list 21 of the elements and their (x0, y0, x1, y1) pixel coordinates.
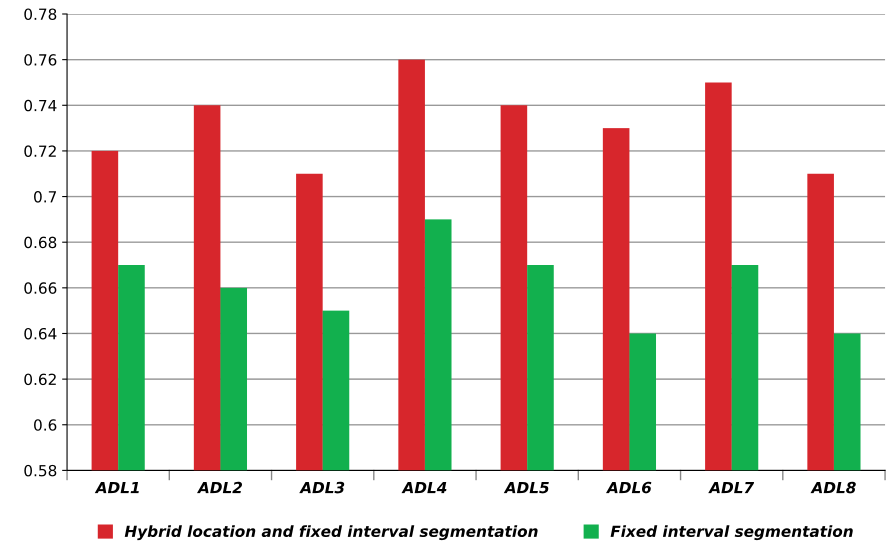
x-tick-label: ADL5 (504, 482, 549, 494)
y-tick-label: 0.78 (24, 8, 56, 20)
x-tick-label: ADL3 (299, 482, 344, 494)
x-tick-label: ADL8 (810, 482, 856, 494)
x-tick-label: ADL4 (402, 482, 446, 494)
y-tick-label: 0.74 (24, 100, 56, 112)
y-tick-label: 0.72 (24, 145, 56, 157)
x-tick-label: ADL1 (94, 482, 139, 494)
y-tick-label: 0.58 (24, 464, 56, 476)
x-tick-label: ADL6 (606, 482, 652, 494)
legend-label: Hybrid location and fixed interval segmentation (124, 525, 538, 540)
y-tick-label: 0.62 (24, 374, 56, 386)
y-tick-label: 0.68 (24, 236, 56, 248)
y-tick-label: 0.6 (34, 419, 56, 431)
y-tick-label: 0.66 (24, 282, 56, 294)
legend-label: Fixed interval segmentation (610, 525, 853, 540)
y-tick-label: 0.76 (24, 54, 56, 66)
x-tick-label: ADL2 (197, 482, 242, 494)
x-tick-label: ADL7 (708, 482, 754, 494)
y-tick-label: 0.64 (24, 328, 56, 340)
y-tick-label: 0.7 (34, 191, 56, 203)
